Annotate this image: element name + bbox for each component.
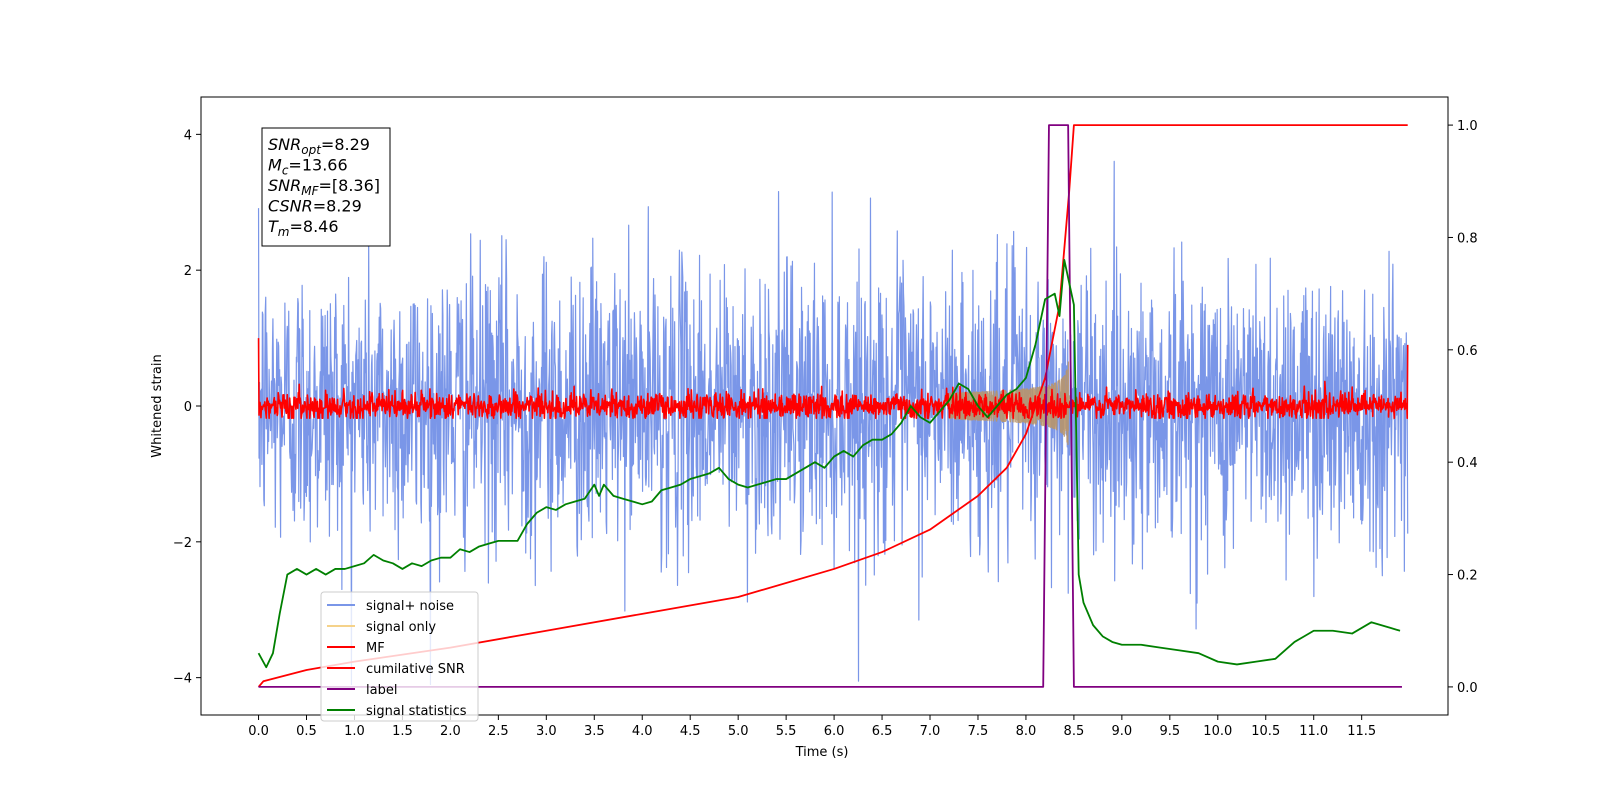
- x-tick-label: 9.5: [1159, 724, 1180, 739]
- annotation-box: SNRopt=8.29Mc=13.66SNRMF=[8.36]CSNR=8.29…: [261, 127, 391, 247]
- x-tick-label: 7.0: [920, 724, 941, 739]
- annotation-subscript: m: [278, 225, 290, 239]
- x-tick-label: 3.0: [536, 724, 557, 739]
- legend-label-label: label: [366, 683, 397, 698]
- x-tick-label: 4.5: [680, 724, 701, 739]
- x-tick-label: 5.0: [728, 724, 749, 739]
- y-left-tick-label: 0: [184, 400, 192, 415]
- y-left-tick-label: 2: [184, 264, 192, 279]
- annotation-value: =8.29: [321, 135, 370, 154]
- x-tick-label: 6.5: [872, 724, 893, 739]
- annotation-symbol: T: [268, 217, 279, 236]
- annotation-symbol: SNR: [268, 135, 301, 154]
- x-tick-label: 2.5: [488, 724, 509, 739]
- x-tick-label: 5.5: [776, 724, 797, 739]
- annotation-value: =13.66: [288, 156, 347, 175]
- x-tick-label: 3.5: [584, 724, 605, 739]
- annotation-line: SNRMF=[8.36]: [268, 176, 380, 198]
- y-right-tick-label: 1.0: [1457, 119, 1478, 134]
- y-left-tick-label: 4: [184, 128, 192, 143]
- y-right-tick-label: 0.6: [1457, 344, 1478, 359]
- x-tick-label: 10.5: [1251, 724, 1280, 739]
- x-tick-label: 2.0: [440, 724, 461, 739]
- x-tick-label: 9.0: [1112, 724, 1133, 739]
- x-tick-label: 0.0: [248, 724, 269, 739]
- y-left-tick-label: −2: [173, 536, 192, 551]
- series-label: [258, 124, 1402, 688]
- annotation-subscript: opt: [301, 143, 322, 157]
- y-axis-left: −4 −2 0 2 4: [173, 128, 201, 687]
- y-left-tick-label: −4: [173, 672, 192, 687]
- y-axis-right: 0.0 0.2 0.4 0.6 0.8 1.0: [1448, 119, 1478, 696]
- legend-label-signal-statistics: signal statistics: [366, 704, 467, 719]
- x-tick-label: 6.0: [824, 724, 845, 739]
- y-right-tick-label: 0.2: [1457, 569, 1478, 584]
- annotation-frame: [261, 127, 391, 247]
- x-tick-label: 8.0: [1016, 724, 1037, 739]
- annotation-line: Tm=8.46: [268, 217, 339, 239]
- annotation-subscript: MF: [301, 184, 319, 198]
- annotation-symbol: CSNR: [268, 197, 313, 216]
- annotation-line: Mc=13.66: [268, 156, 348, 178]
- legend-label-mf: MF: [366, 641, 385, 656]
- y-right-tick-label: 0.0: [1457, 681, 1478, 696]
- series-signal-statistics: [257, 259, 1401, 669]
- x-tick-label: 1.0: [344, 724, 365, 739]
- x-axis-label: Time (s): [795, 745, 849, 760]
- annotation-value: =8.46: [289, 217, 338, 236]
- y-right-tick-label: 0.4: [1457, 456, 1478, 471]
- annotation-value: =[8.36]: [319, 176, 381, 195]
- y-right-tick-label: 0.8: [1457, 231, 1478, 246]
- annotation-symbol: M: [268, 156, 282, 175]
- annotation-line: SNRopt=8.29: [268, 135, 370, 157]
- x-tick-label: 10.0: [1203, 724, 1232, 739]
- series-mf: [257, 338, 1409, 420]
- x-tick-label: 0.5: [296, 724, 317, 739]
- x-tick-label: 1.5: [392, 724, 413, 739]
- y-axis-left-label: Whitened strain: [150, 354, 165, 457]
- x-tick-label: 4.0: [632, 724, 653, 739]
- x-tick-label: 11.5: [1347, 724, 1376, 739]
- legend-label-signal-only: signal only: [366, 620, 436, 635]
- annotation-value: =8.29: [313, 197, 362, 216]
- annotation-line: CSNR=8.29: [268, 197, 362, 216]
- legend: signal+ noise signal only MF cumilative SNR…: [320, 591, 479, 722]
- legend-label-signal-noise: signal+ noise: [366, 599, 454, 614]
- annotation-symbol: SNR: [268, 176, 301, 195]
- x-tick-label: 11.0: [1299, 724, 1328, 739]
- x-tick-label: 8.5: [1064, 724, 1085, 739]
- legend-frame: [320, 591, 479, 722]
- x-tick-label: 7.5: [968, 724, 989, 739]
- legend-label-cumilative-snr: cumilative SNR: [366, 662, 465, 677]
- series-signal-noise: [257, 160, 1409, 686]
- annotation-subscript: c: [282, 164, 289, 178]
- x-axis: 0.0 0.5 1.0 1.5 2.0 2.5 3.0 3.5 4.0 4.5 5.0 5.5 6.0 6…: [248, 715, 1376, 739]
